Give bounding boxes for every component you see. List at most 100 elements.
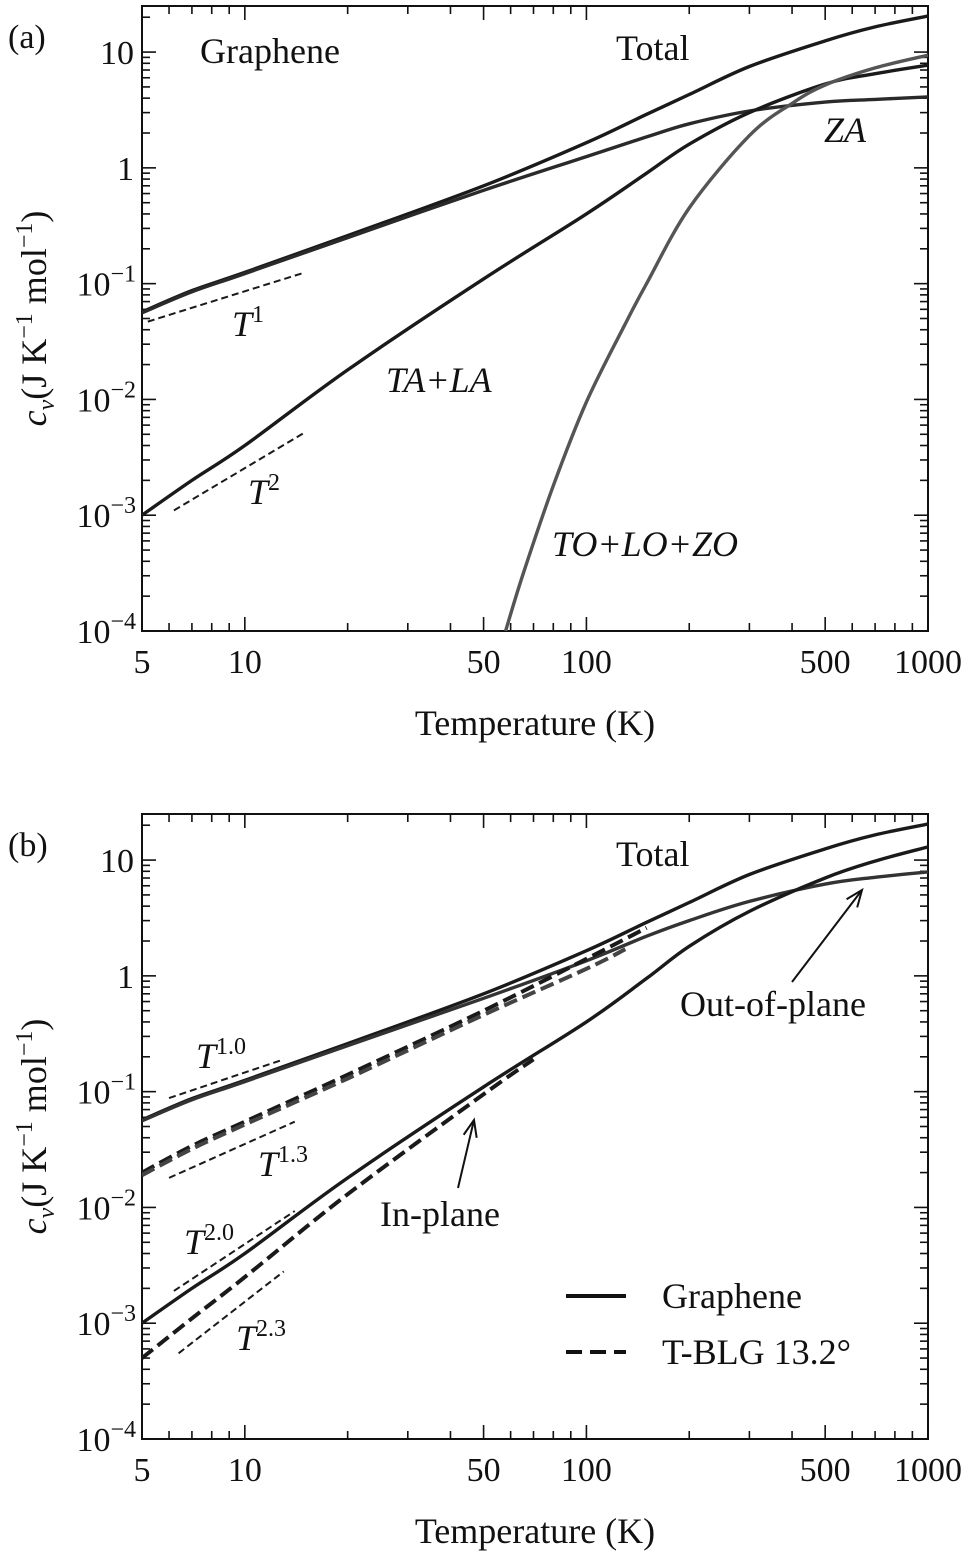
y-tick-label: 1 <box>117 151 134 188</box>
annotation-optical: TO+LO+ZO <box>552 524 738 564</box>
y-tick-label: 10−2 <box>76 377 136 419</box>
annotation-t2: T2 <box>248 470 280 512</box>
x-tick-label: 5 <box>134 1452 151 1489</box>
x-tick-label: 50 <box>467 644 501 681</box>
series-group <box>142 822 928 1360</box>
annotation-graphene: Graphene <box>200 31 340 71</box>
y-tick-label: 10−2 <box>76 1185 136 1227</box>
series-line-za <box>142 95 928 315</box>
y-tick-label: 10 <box>100 35 134 72</box>
series-line-t2-guide <box>173 431 306 512</box>
y-tick-label-exp: −3 <box>110 493 136 519</box>
x-axis-ticks <box>141 814 929 1439</box>
annotation-t2-base: T <box>248 472 271 512</box>
annotation-total: Total <box>616 834 689 874</box>
y-axis-title-part: (J K <box>14 1147 54 1208</box>
y-axis-title-part: v <box>34 1207 60 1218</box>
y-axis-title-part: ) <box>14 211 54 223</box>
series-line-t1-guide <box>147 271 306 323</box>
panel-a: 5 10 50 100 500 100010−410−310−210−1110Temper… <box>8 5 962 743</box>
y-tick-label: 10−1 <box>76 262 136 304</box>
annotation-t2-0-exp: 2.0 <box>204 1220 234 1246</box>
x-tick-label: 50 <box>467 1452 501 1489</box>
annotation-t2-0: T2.0 <box>184 1220 234 1262</box>
y-axis-title-part: c <box>14 1218 54 1234</box>
x-tick-label: 100 <box>561 1452 612 1489</box>
y-tick-label: 10−1 <box>76 1070 136 1112</box>
y-tick-label-base: 10 <box>76 1190 110 1227</box>
arrow-out-of-plane <box>791 889 863 983</box>
legend: Graphene T-BLG 13.2° <box>566 1276 851 1372</box>
panel-label: (a) <box>8 19 46 56</box>
annotation-za: ZA <box>824 110 867 150</box>
y-axis-title-part: −1 <box>12 223 38 249</box>
x-axis-title: Temperature (K) <box>415 703 655 743</box>
y-axis-title-part: mol <box>14 1056 54 1121</box>
x-tick-label: 100 <box>561 644 612 681</box>
y-tick-label-exp: −4 <box>110 609 136 635</box>
annotation-total: Total <box>616 28 689 68</box>
series-line-t1-3-guide <box>168 1120 296 1179</box>
y-tick-label-base: 10 <box>76 1075 110 1112</box>
y-tick-label-base: 10 <box>76 1306 110 1343</box>
y-tick-label-exp: −3 <box>110 1301 136 1327</box>
y-tick-label-base: 10 <box>76 267 110 304</box>
series-line-t-blg-in-plane <box>142 1057 535 1360</box>
annotation-t2-0-base: T <box>184 1222 207 1262</box>
series-line-ta-la <box>142 63 928 517</box>
annotation-t1-3-base: T <box>258 1144 281 1184</box>
series-line-t-blg-out-of-plane <box>142 947 627 1177</box>
annotation-t2-exp: 2 <box>268 470 280 496</box>
legend-label: Graphene <box>662 1276 802 1316</box>
y-tick-label-base: 10 <box>76 1422 110 1459</box>
y-axis-title-part: c <box>14 410 54 426</box>
y-tick-label: 10−4 <box>76 1417 136 1459</box>
series-line-graphene-in-plane <box>142 845 928 1325</box>
series-line-t1-0-guide <box>168 1058 285 1100</box>
annotation-t1-3-exp: 1.3 <box>278 1142 308 1168</box>
series-group <box>142 14 928 631</box>
annotation-t2-3-base: T <box>236 1318 259 1358</box>
x-tick-label: 500 <box>800 644 851 681</box>
y-axis-title-part: (J K <box>14 339 54 400</box>
x-tick-label: 500 <box>800 1452 851 1489</box>
y-tick-label: 10 <box>100 843 134 880</box>
x-tick-label: 10 <box>228 644 262 681</box>
y-axis-title-part: −1 <box>12 1121 38 1147</box>
arrow-out-of-plane-head <box>846 887 864 908</box>
y-axis-title-part: mol <box>14 248 54 313</box>
y-axis-title-part: ) <box>14 1019 54 1031</box>
x-tick-label: 10 <box>228 1452 262 1489</box>
annotation-t1-0-exp: 1.0 <box>216 1034 246 1060</box>
y-axis-title: cv(J K−1 mol−1) <box>12 1019 60 1235</box>
y-tick-label-exp: −4 <box>110 1417 136 1443</box>
annotation-ta-la: TA+LA <box>386 360 493 400</box>
y-axis-title-part: v <box>34 399 60 410</box>
series-line-to-lo-zo <box>503 53 928 631</box>
annotation-t1: T1 <box>232 302 264 344</box>
y-axis-title-part: −1 <box>12 1031 38 1057</box>
annotation-t2-3-exp: 2.3 <box>256 1316 286 1342</box>
y-tick-label: 1 <box>117 959 134 996</box>
series-line-t2-0-guide <box>173 1210 296 1292</box>
x-tick-label: 1000 <box>894 644 962 681</box>
y-tick-label: 10−3 <box>76 1301 136 1343</box>
y-axis-title-part: −1 <box>12 313 38 339</box>
annotation-in-plane: In-plane <box>380 1194 500 1234</box>
legend-label: T-BLG 13.2° <box>662 1332 851 1372</box>
series-line-t2-3-guide <box>178 1270 285 1355</box>
y-tick-label-base: 10 <box>76 498 110 535</box>
series-line-t-blg-total <box>142 926 648 1175</box>
x-axis-ticks <box>141 6 929 631</box>
y-tick-label: 10−3 <box>76 493 136 535</box>
annotation-t1-base: T <box>232 304 255 344</box>
x-axis-title: Temperature (K) <box>415 1511 655 1551</box>
y-tick-label-exp: −2 <box>110 377 136 403</box>
annotation-t1-0-base: T <box>196 1036 219 1076</box>
annotation-t1-3: T1.3 <box>258 1142 308 1184</box>
panel-label: (b) <box>8 827 48 864</box>
x-tick-label: 5 <box>134 644 151 681</box>
annotation-t2-3: T2.3 <box>236 1316 286 1358</box>
y-tick-label-base: 10 <box>76 382 110 419</box>
